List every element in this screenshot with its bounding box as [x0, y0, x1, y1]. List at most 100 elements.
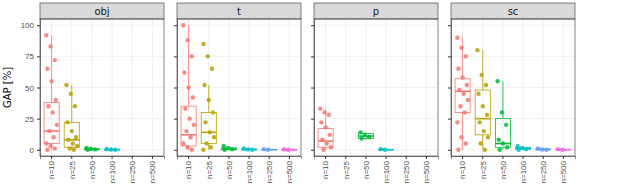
grid-line — [314, 25, 438, 26]
x-tick: n=500 — [559, 156, 568, 183]
x-tick: n=250 — [539, 156, 548, 183]
box — [44, 102, 59, 143]
marks — [455, 35, 571, 151]
box — [64, 122, 79, 147]
point — [457, 88, 461, 92]
point — [72, 148, 76, 152]
median — [318, 140, 333, 142]
point — [477, 120, 481, 124]
y-tick — [311, 25, 314, 26]
point — [192, 123, 196, 127]
point — [210, 67, 214, 71]
x-tick: n=25 — [205, 156, 214, 179]
y-tick — [448, 88, 451, 89]
grid-line — [345, 19, 346, 156]
point — [68, 92, 72, 96]
x-tick: n=500 — [285, 156, 294, 183]
x-tick-mark — [365, 156, 366, 159]
grid-line — [40, 25, 164, 26]
point — [204, 141, 208, 145]
grid-line — [451, 118, 575, 119]
x-tick-label: n=50 — [225, 160, 234, 179]
strip — [451, 3, 575, 19]
point — [320, 138, 324, 142]
y-axis-title: GAP [%] — [2, 67, 13, 108]
point — [190, 148, 194, 152]
y-axis — [448, 20, 452, 157]
point — [71, 141, 75, 145]
y-tick-mark — [174, 88, 177, 89]
y-tick-mark — [311, 119, 314, 120]
point — [48, 44, 52, 48]
point — [540, 147, 544, 151]
grid-line — [523, 19, 524, 156]
y-tick — [448, 119, 451, 120]
point — [201, 148, 205, 152]
x-tick-label: n=100 — [382, 160, 391, 183]
x-tick-label: n=250 — [402, 160, 411, 183]
point — [504, 123, 508, 127]
point — [456, 148, 460, 152]
y-tick — [174, 88, 177, 89]
grid-line — [152, 19, 153, 156]
x-tick-mark — [228, 156, 229, 159]
strip — [40, 3, 164, 19]
grid-line — [40, 87, 164, 88]
point — [484, 83, 488, 87]
x-tick-label: n=25 — [342, 160, 351, 179]
point — [45, 67, 49, 71]
point — [379, 147, 383, 151]
grid-line — [451, 25, 575, 26]
grid-line — [289, 19, 290, 156]
grid-line — [51, 19, 52, 156]
point — [463, 110, 467, 114]
grid-line — [208, 19, 209, 156]
point — [464, 141, 468, 145]
x-tick: n=250 — [128, 156, 137, 183]
y-tick-mark — [448, 56, 451, 57]
x-tick: n=100 — [108, 156, 117, 183]
point — [53, 58, 57, 62]
strip-title: p — [373, 6, 379, 17]
point — [75, 144, 79, 148]
grid-line — [482, 19, 483, 156]
point — [222, 148, 226, 152]
point — [323, 125, 327, 129]
y-tick — [174, 56, 177, 57]
point — [203, 120, 207, 124]
x-tick-label: n=10 — [47, 160, 56, 179]
x-axis: n=10n=25n=50n=100n=250n=500 — [452, 156, 576, 183]
y-tick-mark — [448, 150, 451, 151]
y-tick-mark — [311, 88, 314, 89]
point — [113, 148, 117, 152]
point — [187, 116, 191, 120]
x-tick-label: n=250 — [128, 160, 137, 183]
x-tick-mark — [249, 156, 250, 159]
x-tick-label: n=500 — [148, 160, 157, 183]
panel-border — [40, 19, 164, 156]
point — [74, 135, 78, 139]
y-tick: 0 — [30, 146, 40, 155]
x-tick-mark — [71, 156, 72, 159]
point — [47, 129, 51, 133]
y-tick-mark — [37, 119, 40, 120]
y-tick — [448, 150, 451, 151]
grid-line — [543, 19, 544, 156]
point — [481, 104, 485, 108]
x-tick: n=10 — [321, 156, 330, 179]
y-tick-mark — [448, 25, 451, 26]
point — [517, 148, 521, 152]
x-tick-label: n=500 — [422, 160, 431, 183]
point — [461, 92, 465, 96]
y-tick-mark — [37, 56, 40, 57]
point — [109, 147, 113, 151]
y-tick-mark — [311, 25, 314, 26]
point — [250, 148, 254, 152]
point — [66, 138, 70, 142]
point — [202, 83, 206, 87]
x-tick-label: n=500 — [285, 160, 294, 183]
point — [189, 135, 193, 139]
marks — [44, 33, 120, 152]
point — [209, 145, 213, 149]
panel-background — [40, 19, 164, 156]
